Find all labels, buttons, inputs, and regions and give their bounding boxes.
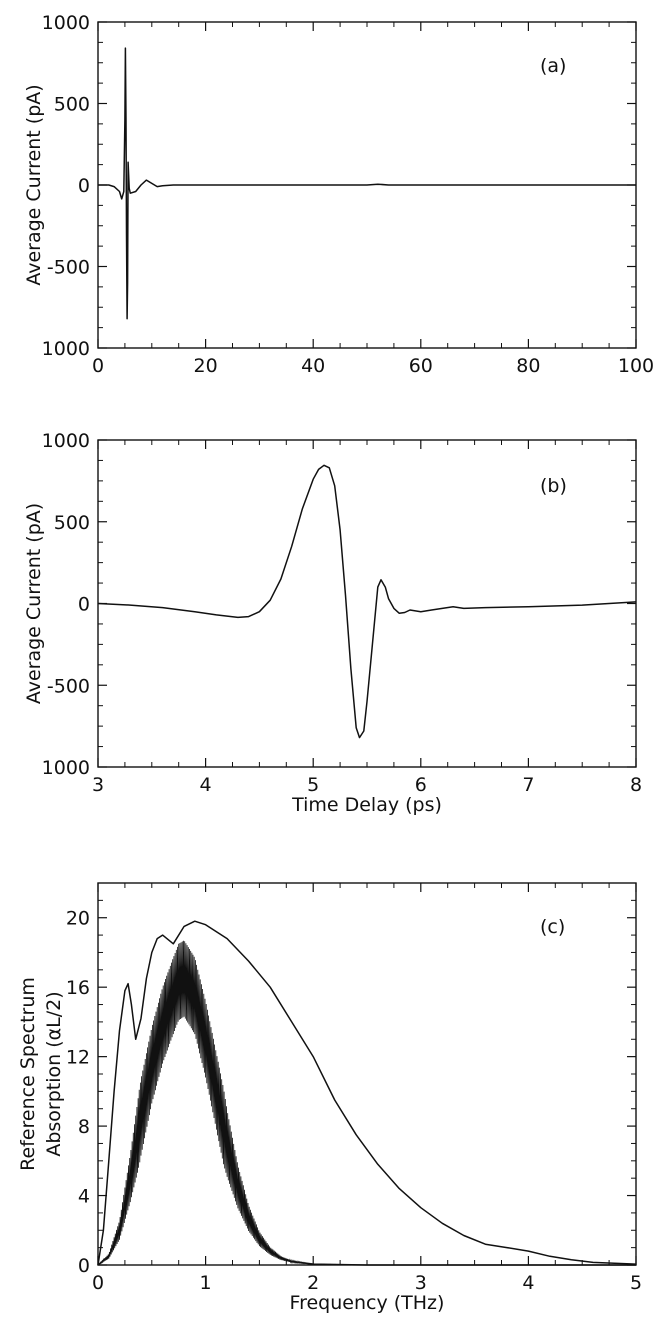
y-tick-label: 0 — [78, 175, 90, 197]
x-tick-label: 6 — [415, 774, 427, 796]
y-tick-label: 500 — [54, 94, 90, 116]
series-line-2 — [97, 977, 636, 1266]
y-tick-label: 12 — [66, 1047, 90, 1069]
panel-label: (a) — [540, 55, 566, 77]
x-tick-label: 40 — [301, 355, 325, 377]
x-tick-label: 8 — [630, 774, 642, 796]
x-tick-label: 4 — [522, 1272, 534, 1294]
x-tick-label: 2 — [307, 1272, 319, 1294]
x-tick-label: 4 — [200, 774, 212, 796]
y-tick-label: 1000 — [42, 338, 90, 360]
panel-label: (b) — [540, 475, 567, 497]
x-axis-title: Time Delay (ps) — [291, 794, 442, 816]
x-tick-label: 100 — [618, 355, 654, 377]
chart-panel-b: 3 4 5 6 7 8 1000 500 0 -500 1000 Average Current (p… — [23, 430, 642, 816]
x-tick-label: 1 — [200, 1272, 212, 1294]
y-axis-title: Average Current (pA) — [23, 84, 45, 285]
x-axis-title: Frequency (THz) — [290, 1292, 445, 1314]
x-tick-label: 80 — [516, 355, 540, 377]
y-tick-label: 4 — [78, 1186, 90, 1208]
y-axis-title-2: Absorption (αL/2) — [43, 991, 65, 1156]
y-tick-label: -500 — [47, 675, 90, 697]
y-tick-label: -500 — [47, 257, 90, 279]
x-tick-label: 0 — [92, 355, 104, 377]
x-tick-label: 0 — [92, 1272, 104, 1294]
x-tick-label: 3 — [92, 774, 104, 796]
y-tick-label: 0 — [78, 594, 90, 616]
y-tick-label: 16 — [66, 977, 90, 999]
x-tick-label: 3 — [415, 1272, 427, 1294]
panel-label: (c) — [540, 916, 565, 938]
y-axis-title: Average Current (pA) — [23, 503, 45, 704]
series-line-1 — [97, 464, 637, 739]
x-tick-label: 7 — [522, 774, 534, 796]
x-tick-label: 5 — [307, 774, 319, 796]
series-line-1 — [98, 47, 636, 320]
y-tick-label: 1000 — [42, 430, 90, 452]
y-tick-label: 20 — [66, 908, 90, 930]
x-tick-label: 20 — [194, 355, 218, 377]
series-line-1 — [97, 920, 637, 1266]
y-tick-label: 8 — [78, 1116, 90, 1138]
y-tick-label: 500 — [54, 512, 90, 534]
y-tick-label: 1000 — [42, 12, 90, 34]
y-axis-title: Reference Spectrum — [17, 977, 39, 1171]
y-tick-label: 0 — [78, 1255, 90, 1277]
series-fringe-band — [97, 940, 636, 1266]
chart-panel-a: 0 20 40 60 80 100 1000 500 0 -500 1000 Average Curr… — [23, 12, 654, 377]
plot-frame — [97, 882, 637, 1266]
x-tick-label: 60 — [409, 355, 433, 377]
y-tick-label: 1000 — [42, 757, 90, 779]
x-tick-label: 5 — [630, 1272, 642, 1294]
